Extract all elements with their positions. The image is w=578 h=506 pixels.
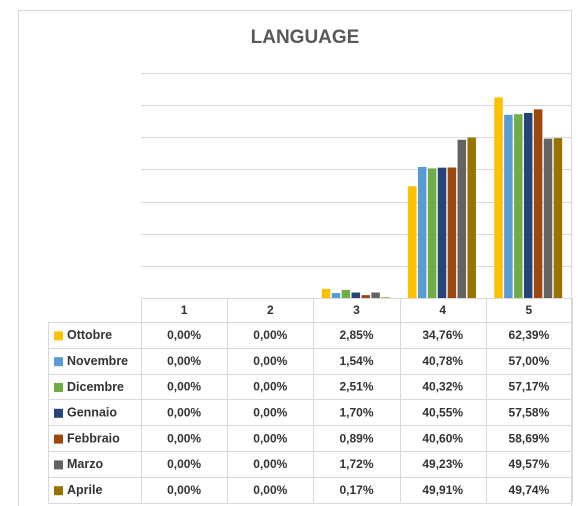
table-cell: 58,69% — [509, 431, 550, 445]
table-cell: 1,72% — [339, 457, 373, 471]
x-tick-label: 3 — [353, 303, 360, 317]
table-cell: 57,00% — [509, 354, 550, 368]
table-cell: 0,00% — [167, 328, 201, 342]
bar — [437, 167, 447, 298]
table-cell: 0,17% — [339, 483, 373, 497]
table-cell: 0,00% — [253, 405, 287, 419]
bar — [543, 138, 553, 298]
bar — [553, 138, 563, 298]
table-cell: 0,89% — [339, 431, 373, 445]
legend-key — [54, 383, 63, 392]
legend-label: Marzo — [67, 457, 103, 471]
table-cell: 0,00% — [253, 457, 287, 471]
table-cell: 49,23% — [422, 457, 463, 471]
table-cell: 40,78% — [422, 354, 463, 368]
legend-key — [54, 357, 63, 367]
table-cell: 0,00% — [167, 405, 201, 419]
table-cell: 62,39% — [509, 328, 550, 342]
bar — [467, 137, 476, 298]
table-cell: 0,00% — [167, 431, 201, 445]
bar — [417, 166, 427, 298]
table-cell: 0,00% — [253, 483, 287, 497]
table-cell: 2,85% — [339, 328, 373, 342]
chart-title: LANGUAGE — [251, 27, 360, 48]
bar — [533, 109, 543, 298]
bar — [381, 297, 390, 298]
table-cell: 57,17% — [509, 380, 550, 394]
legend-key — [54, 331, 63, 341]
bar — [457, 139, 467, 298]
table-cell: 0,00% — [167, 457, 201, 471]
table-cell: 1,70% — [339, 405, 373, 419]
bar — [331, 293, 341, 298]
bar — [371, 292, 380, 298]
legend-key — [54, 460, 63, 470]
bar — [408, 186, 417, 298]
x-tick-label: 1 — [181, 303, 188, 317]
table-cell: 49,91% — [422, 483, 463, 497]
table-cell: 2,51% — [339, 380, 373, 394]
table-cell: 0,00% — [167, 483, 201, 497]
table-cell: 0,00% — [253, 380, 287, 394]
legend-label: Aprile — [67, 483, 102, 497]
table-cell: 0,00% — [253, 354, 287, 368]
table-cell: 0,00% — [253, 431, 287, 445]
table-cell: 57,58% — [509, 405, 550, 419]
legend-key — [54, 486, 63, 496]
legend-label: Ottobre — [67, 328, 112, 342]
table-cell: 40,32% — [422, 380, 463, 394]
bar — [351, 292, 361, 298]
bar — [321, 288, 331, 298]
bar — [514, 114, 523, 298]
x-tick-label: 2 — [267, 303, 274, 317]
table-cell: 0,00% — [167, 354, 201, 368]
bar — [523, 112, 533, 299]
bar — [341, 289, 351, 298]
legend-key — [54, 434, 63, 444]
table-cell: 40,55% — [422, 405, 463, 419]
bar — [504, 114, 513, 299]
table-cell: 40,60% — [422, 431, 463, 445]
bar — [361, 295, 370, 298]
legend-label: Novembre — [67, 354, 128, 368]
legend-key — [54, 408, 63, 418]
table-cell: 0,00% — [253, 328, 287, 342]
bar — [427, 168, 437, 298]
table-cell: 49,57% — [509, 457, 550, 471]
chart-border — [18, 10, 572, 506]
table-cell: 34,76% — [422, 328, 463, 342]
bar — [494, 97, 503, 298]
legend-label: Febbraio — [67, 431, 120, 445]
x-tick-label: 4 — [439, 303, 446, 317]
legend-label: Dicembre — [67, 380, 124, 394]
table-cell: 49,74% — [509, 483, 550, 497]
table-cell: 0,00% — [167, 380, 201, 394]
bar — [447, 167, 457, 298]
table-cell: 1,54% — [339, 354, 373, 368]
legend-label: Gennaio — [67, 406, 117, 420]
x-tick-label: 5 — [526, 303, 533, 317]
